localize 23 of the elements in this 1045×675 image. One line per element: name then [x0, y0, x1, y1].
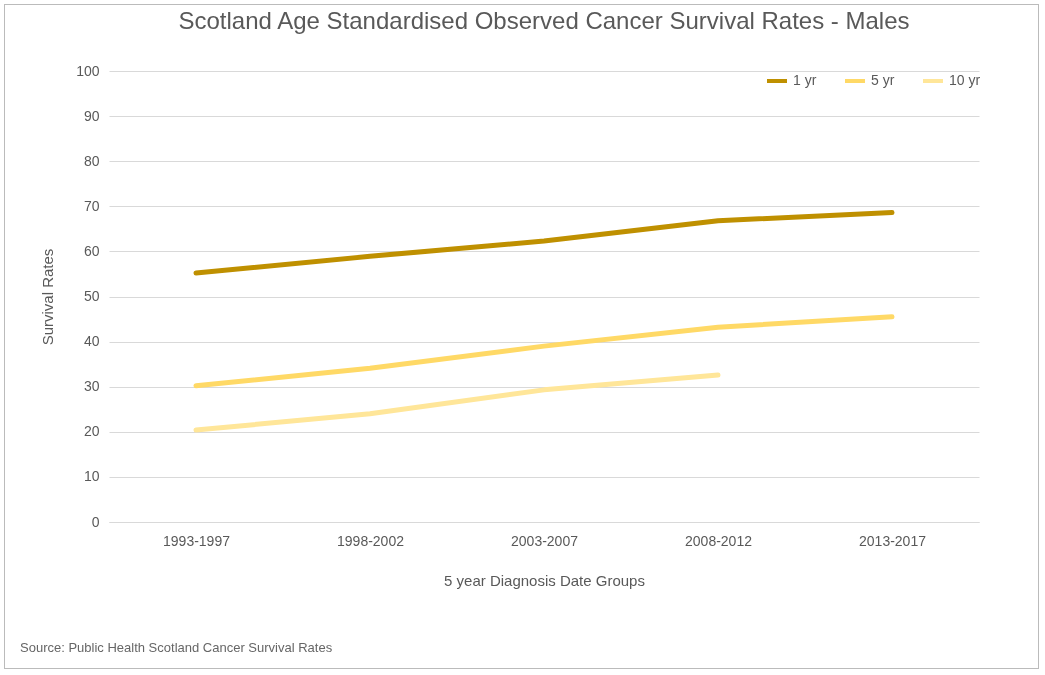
legend-label: 5 yr	[871, 72, 895, 88]
chart-title: Scotland Age Standardised Observed Cancer Survival Rates - Males	[178, 7, 910, 34]
y-tick-label: 30	[83, 378, 100, 395]
y-tick-label: 20	[83, 423, 100, 440]
x-tick-label: 2008-2012	[685, 532, 753, 549]
y-tick-label: 70	[83, 197, 100, 214]
y-tick-label: 0	[91, 513, 100, 530]
y-tick-label: 80	[83, 152, 100, 169]
y-tick-label: 50	[83, 288, 100, 304]
y-tick-label: 60	[83, 242, 100, 259]
y-tick-label: 100	[76, 62, 100, 79]
source-note: Source: Public Health Scotland Cancer Survival Rates	[20, 640, 333, 655]
y-axis-title: Survival Rates	[39, 248, 57, 346]
x-tick-label: 2013-2017	[859, 532, 927, 549]
x-tick-label: 1998-2002	[337, 532, 405, 549]
y-tick-label: 40	[83, 333, 100, 350]
legend-label: 1 yr	[793, 72, 817, 88]
y-tick-label: 90	[83, 107, 100, 124]
x-tick-label: 2003-2007	[511, 532, 579, 549]
x-axis-title: 5 year Diagnosis Date Groups	[444, 571, 645, 589]
legend-label: 10 yr	[949, 72, 981, 88]
y-tick-label: 10	[83, 468, 100, 485]
x-tick-label: 1993-1997	[163, 532, 231, 549]
